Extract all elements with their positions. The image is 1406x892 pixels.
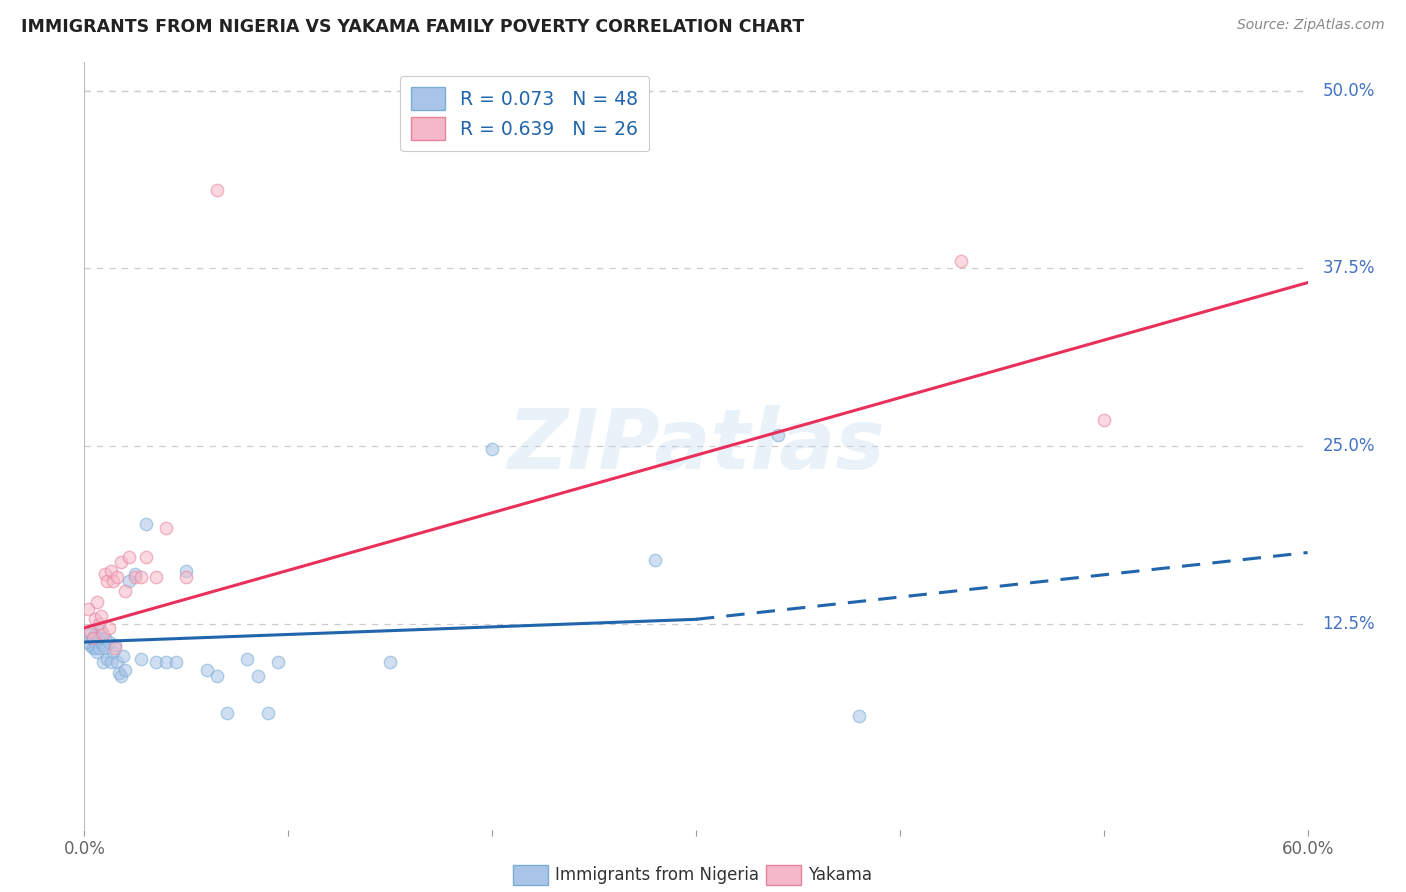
Point [644, 552, 666, 566]
Point [481, 442, 503, 456]
Text: 12.5%: 12.5% [1322, 615, 1375, 632]
Point [90, 609, 112, 624]
Text: 25.0%: 25.0% [1322, 437, 1375, 455]
Point [79, 638, 101, 652]
Point [101, 645, 124, 659]
Point [91, 626, 114, 640]
Point [97, 635, 120, 649]
Point [110, 669, 132, 683]
Point [77, 602, 100, 616]
Point [195, 664, 218, 678]
Text: 50.0%: 50.0% [1322, 82, 1375, 100]
Point [145, 570, 167, 584]
Point [246, 669, 269, 683]
Point [131, 570, 153, 584]
Point [118, 549, 141, 564]
Point [93, 631, 115, 645]
Text: Source: ZipAtlas.com: Source: ZipAtlas.com [1237, 18, 1385, 32]
Text: 37.5%: 37.5% [1322, 260, 1375, 277]
Point [131, 652, 153, 666]
Point [100, 564, 122, 578]
Point [91, 655, 114, 669]
Point [82, 631, 104, 645]
Point [848, 709, 870, 723]
Point [145, 655, 167, 669]
Point [83, 635, 105, 649]
Point [86, 631, 108, 645]
Text: Yakama: Yakama [808, 866, 873, 884]
Point [77, 635, 100, 649]
Text: Immigrants from Nigeria: Immigrants from Nigeria [555, 866, 759, 884]
Point [950, 254, 973, 268]
Point [217, 706, 239, 720]
Point [257, 706, 280, 720]
Point [165, 655, 187, 669]
Point [155, 521, 177, 535]
Text: ZIPatlas: ZIPatlas [508, 406, 884, 486]
Point [267, 655, 290, 669]
Point [83, 640, 105, 655]
Point [135, 517, 157, 532]
Point [83, 612, 105, 626]
Point [93, 566, 115, 581]
Point [124, 566, 146, 581]
Point [87, 631, 110, 645]
Point [105, 570, 128, 584]
Point [118, 574, 141, 588]
Point [100, 655, 122, 669]
Point [96, 652, 118, 666]
Point [97, 621, 120, 635]
Point [112, 649, 135, 664]
Point [205, 183, 228, 197]
Point [87, 616, 110, 631]
Point [104, 638, 127, 652]
Point [155, 655, 177, 669]
Point [766, 427, 789, 442]
Point [174, 570, 197, 584]
Point [96, 574, 118, 588]
Point [105, 655, 128, 669]
Point [90, 635, 112, 649]
Point [110, 556, 132, 570]
Point [104, 640, 127, 655]
Point [380, 655, 402, 669]
Point [124, 570, 146, 584]
Point [79, 624, 101, 638]
Point [86, 645, 108, 659]
Point [79, 626, 101, 640]
Point [82, 631, 104, 645]
Point [82, 640, 104, 655]
Point [174, 564, 197, 578]
Legend: R = 0.073   N = 48, R = 0.639   N = 26: R = 0.073 N = 48, R = 0.639 N = 26 [401, 76, 650, 152]
Point [83, 626, 105, 640]
Point [114, 664, 136, 678]
Point [90, 624, 112, 638]
Point [114, 583, 136, 598]
Point [108, 666, 131, 681]
Point [101, 574, 124, 588]
Point [205, 669, 228, 683]
Text: IMMIGRANTS FROM NIGERIA VS YAKAMA FAMILY POVERTY CORRELATION CHART: IMMIGRANTS FROM NIGERIA VS YAKAMA FAMILY… [21, 18, 804, 36]
Point [1092, 413, 1115, 427]
Point [91, 638, 114, 652]
Point [86, 595, 108, 609]
Point [87, 640, 110, 655]
Point [236, 652, 259, 666]
Point [135, 549, 157, 564]
Point [93, 640, 115, 655]
